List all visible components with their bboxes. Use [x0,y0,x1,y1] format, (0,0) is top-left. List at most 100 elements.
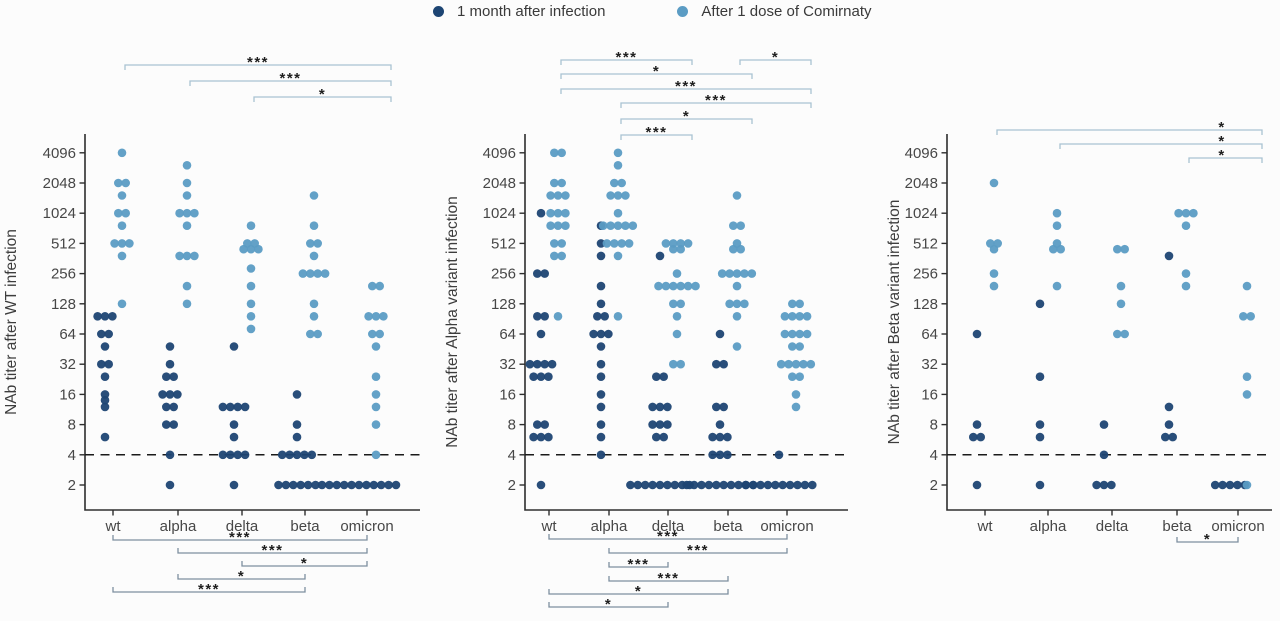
data-point [715,450,725,460]
data-point [162,402,171,412]
significance-bracket [241,561,368,567]
data-point [292,390,302,399]
data-point [289,480,298,490]
data-point [633,480,643,490]
data-point [320,269,330,278]
data-point [589,329,598,339]
data-point [669,239,678,248]
data-point [659,432,668,442]
data-point [1099,480,1109,490]
data-point [736,221,745,230]
data-point [725,299,734,309]
data-point [339,480,349,490]
data-point [1107,480,1116,490]
y-tick-label: 16 [499,386,516,403]
y-tick-label: 2048 [43,175,76,192]
data-point [371,342,381,351]
data-point [806,359,816,369]
data-point [788,299,797,309]
data-point [715,329,725,339]
data-point [596,420,606,429]
data-point [1035,432,1045,442]
data-point [169,372,178,382]
significance-stars: * [319,86,326,103]
data-point [613,251,623,261]
data-point [989,281,999,291]
data-point [165,390,175,399]
x-tick-label: beta [713,518,743,535]
data-point [165,359,175,369]
data-point [1242,480,1252,490]
data-point [371,420,381,429]
data-point [723,450,732,460]
data-point [313,269,323,278]
significance-bracket [608,562,669,568]
data-point [1164,420,1174,429]
y-tick-label: 4096 [483,145,516,162]
data-point [233,402,242,412]
data-point [1164,402,1174,412]
data-point [791,359,801,369]
data-point [729,221,738,230]
data-point [190,251,199,261]
data-point [712,402,721,412]
data-point [972,480,982,490]
data-point [246,312,256,321]
data-point [986,239,995,248]
significance-stars: * [1218,133,1225,150]
data-point [802,329,812,339]
data-point [557,251,566,261]
data-point [715,432,725,442]
data-point [1116,299,1126,309]
data-point [546,208,555,218]
data-point [110,239,119,248]
x-tick-label: omicron [760,518,813,535]
data-point [182,208,192,218]
data-point [368,329,377,339]
data-point [1035,299,1045,309]
data-point [557,239,566,248]
data-point [309,191,319,200]
data-point [371,450,381,460]
data-point [229,480,239,490]
y-tick-label: 256 [913,266,938,283]
data-point [309,312,319,321]
data-point [771,480,780,490]
data-point [596,450,606,460]
legend-label: After 1 dose of Comirnaty [701,3,872,20]
axes [946,134,1272,511]
data-point [1161,432,1170,442]
y-tick-label: 2 [930,477,938,494]
data-point [763,480,773,490]
data-point [788,329,797,339]
data-point [613,191,623,200]
data-point [121,208,130,218]
data-point [117,221,127,230]
data-point [1181,281,1191,291]
panel-wt-infection: NAb titer after WT infection 2 4 8 16 32 64 128… [3,54,420,598]
data-point [309,299,319,309]
data-point [1218,480,1227,490]
data-point [182,281,192,291]
significance-stars: * [1218,119,1225,136]
data-point [606,221,615,230]
data-point [246,324,256,334]
data-point [795,329,804,339]
data-point [993,239,1002,248]
data-point [536,432,546,442]
data-point [1035,480,1045,490]
data-point [689,480,699,490]
data-point [300,450,309,460]
data-point [391,480,401,490]
data-point [774,450,784,460]
data-point [317,480,327,490]
data-point [371,372,381,382]
data-point [1052,239,1062,248]
significance-stars: * [238,568,245,585]
data-point [732,269,742,278]
data-point [661,281,671,291]
y-tick-label: 2048 [905,175,938,192]
data-point [104,329,113,339]
data-point [621,221,630,230]
data-point [93,312,102,321]
